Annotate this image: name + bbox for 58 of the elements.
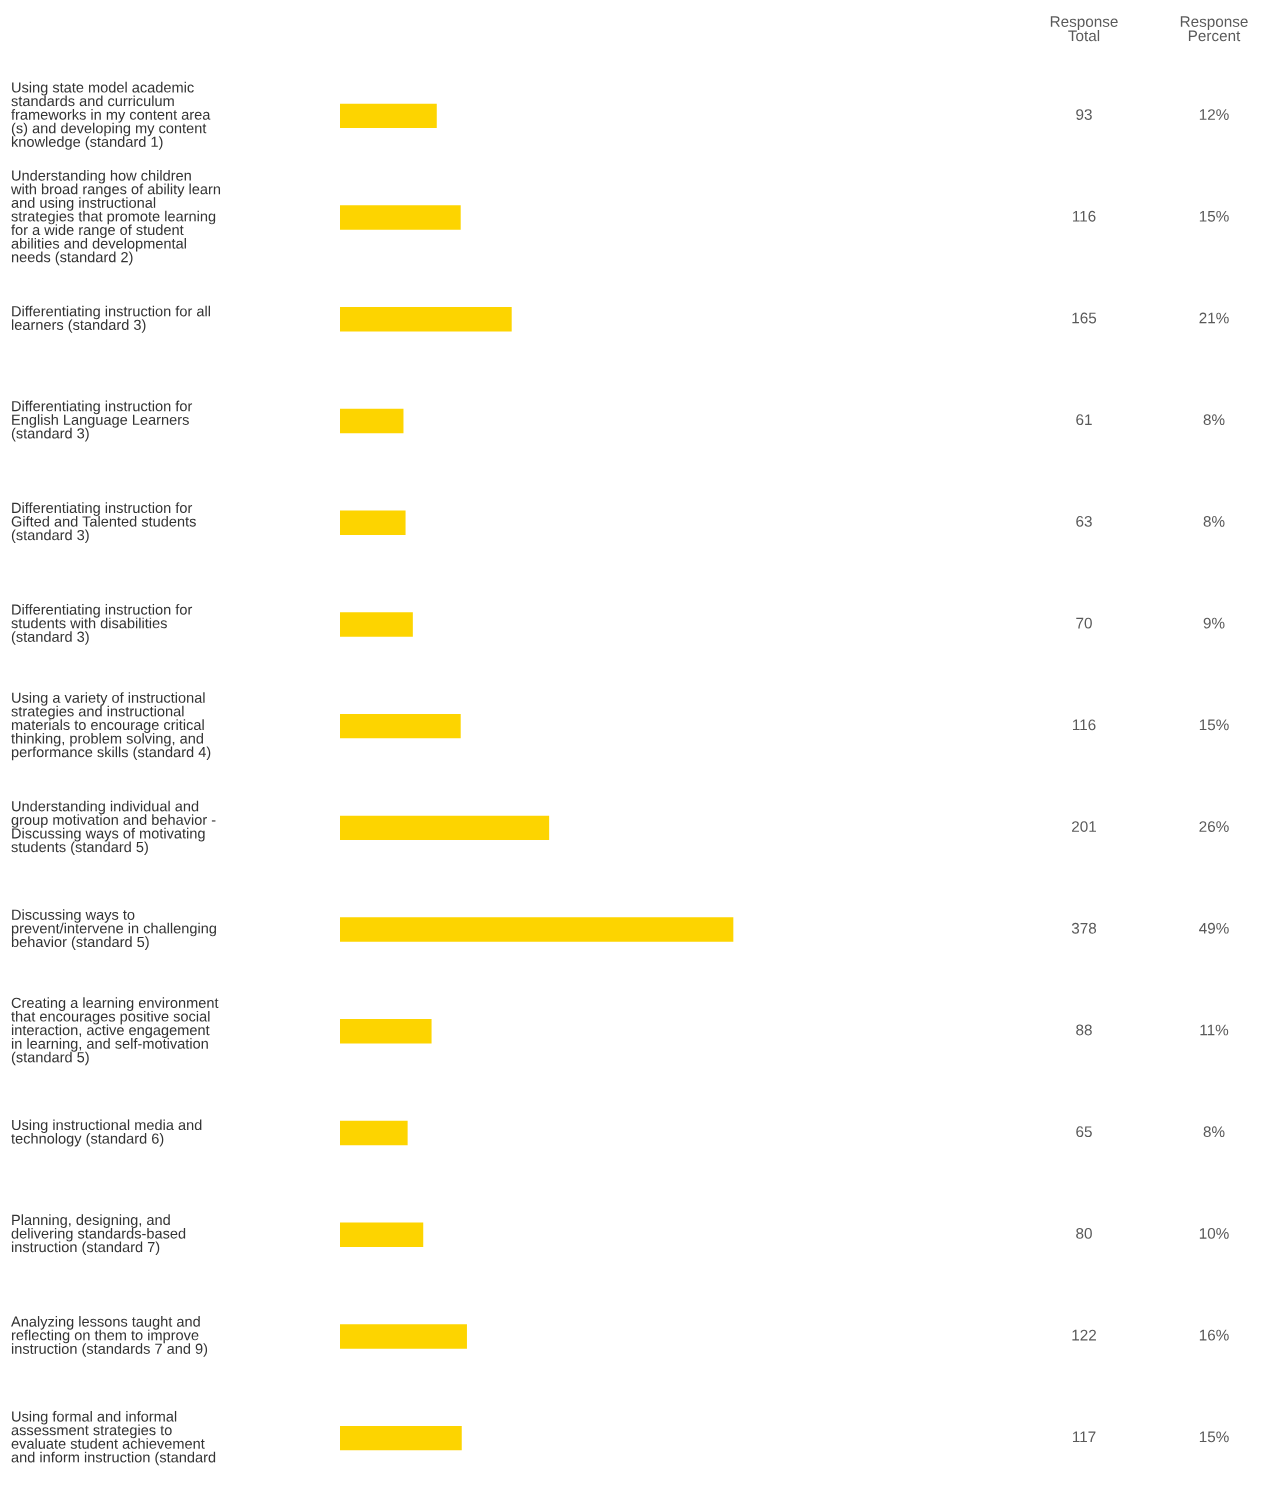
text: 11% [1200, 1024, 1229, 1036]
data-label: 65 [1076, 1126, 1092, 1138]
data-label: 378 [1071, 922, 1097, 934]
text: 15% [1199, 719, 1229, 731]
bar [340, 408, 404, 434]
text: 21% [1199, 312, 1229, 324]
bar [340, 307, 512, 332]
data-label: 116 [1072, 719, 1096, 731]
bar [340, 1120, 408, 1146]
text: 8% [1203, 1126, 1225, 1138]
bar [340, 103, 437, 129]
bar [340, 1425, 462, 1451]
text: 26% [1199, 821, 1229, 832]
y-tick-label: Understanding individual and group motivation and behavior - Discussing ways of motivating students (standard 5) [11, 800, 216, 856]
y-tick-label: Differentiating instruction for English Language Learners (standard 3) [11, 400, 193, 442]
data-label: 201 [1072, 821, 1096, 832]
text: Response Percent [1180, 16, 1248, 42]
y-tick-label: Creating a learning environment that encourages positive social interaction, active engagement in learning, and self-motivation (standard 5) [11, 997, 219, 1066]
y-tick-label: Differentiating instruction for students with disabilities (standard 3) [11, 604, 193, 645]
text: 16% [1199, 1329, 1229, 1341]
y-tick-label: Understanding how children with broad ranges of ability learn and using instructional strategies that promote learning for a wide range of student abilities and developmental needs (standard 2) [10, 169, 221, 266]
text: Response Total [1050, 16, 1118, 42]
y-tick-label: Differentiating instruction for Gifted and Talented students (standard 3) [11, 502, 196, 544]
bar [340, 205, 461, 230]
bar [340, 510, 406, 535]
y-tick-label: Differentiating instruction for all learners (standard 3) [11, 305, 210, 333]
data-label: 117 [1072, 1431, 1096, 1443]
bar [340, 1222, 424, 1247]
data-label: 61 [1076, 414, 1092, 426]
data-label: 80 [1076, 1228, 1092, 1239]
data-label: 122 [1072, 1329, 1096, 1341]
text: 12% [1199, 109, 1229, 120]
text: 8% [1203, 516, 1225, 527]
data-label: 116 [1072, 210, 1096, 222]
data-label: 88 [1076, 1024, 1092, 1036]
y-tick-label: Using instructional media and technology (standard 6) [11, 1119, 202, 1147]
y-tick-label: Discussing ways to prevent/intervene in challenging behavior (standard 5) [11, 909, 216, 950]
bar [340, 1019, 432, 1044]
data-label: 70 [1076, 617, 1092, 629]
y-tick-label: Analyzing lessons taught and reflecting on them to improve instruction (standards 7 and 9) [11, 1316, 208, 1357]
y-tick-label: Using formal and informal assessment strategies to evaluate student achievement and inform instruction (standard [11, 1410, 216, 1466]
text: 15% [1199, 1431, 1229, 1443]
bar [340, 917, 734, 942]
data-label: 93 [1076, 109, 1092, 120]
data-label: 165 [1072, 312, 1097, 324]
bar [340, 713, 461, 739]
text: 49% [1199, 922, 1229, 934]
bar [340, 1324, 467, 1349]
text: 9% [1203, 617, 1225, 629]
y-tick-label: Using state model academic standards and curriculum frameworks in my content area (s) and developing my content knowledge (standard 1) [11, 81, 211, 150]
data-label: 63 [1076, 516, 1092, 527]
y-tick-label: Planning, designing, and delivering standards-based instruction (standard 7) [11, 1214, 186, 1256]
text: 15% [1199, 210, 1229, 222]
bar [340, 815, 550, 841]
y-tick-label: Using a variety of instructional strategies and instructional materials to encourage critical thinking, problem solving, and performance skills (standard 4) [11, 692, 211, 761]
bar [340, 612, 413, 637]
text: 8% [1203, 414, 1225, 426]
text: 10% [1199, 1228, 1229, 1239]
